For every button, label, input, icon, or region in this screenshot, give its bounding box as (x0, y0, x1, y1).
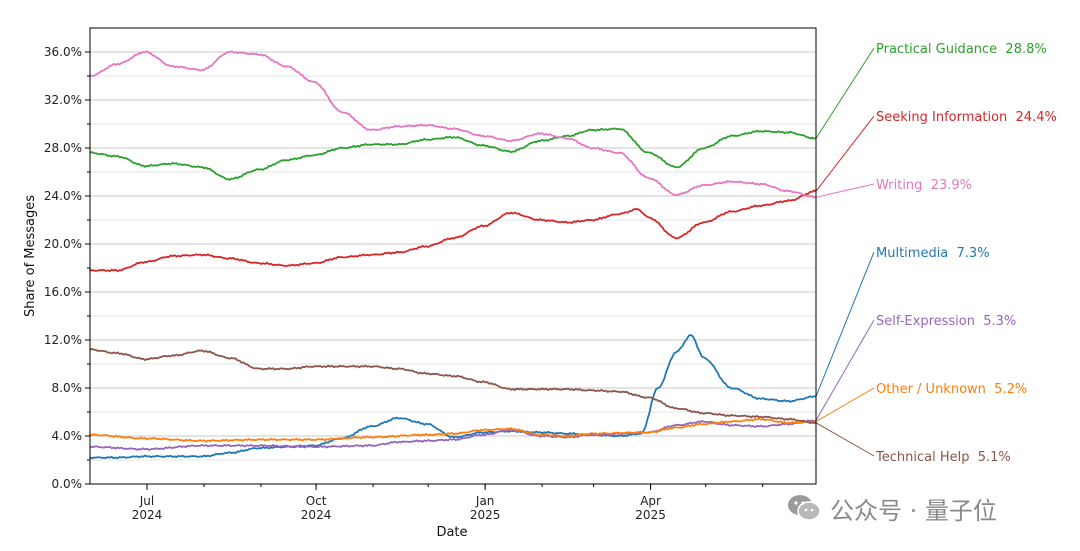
leader-line (815, 115, 875, 192)
leader-line (815, 319, 875, 421)
wechat-icon (788, 495, 821, 521)
y-axis: 0.0% 4.0% 8.0% 12.0% 16.0% 20.0% 24.0% 28.0% 32.… (44, 45, 90, 491)
end-label-writing: Writing 23.9% (876, 178, 972, 193)
leader-line (815, 422, 875, 457)
end-label-other-unknown: Other / Unknown 5.2% (876, 382, 1027, 397)
series-lines (89, 50, 817, 460)
y-tick-label: 4.0% (52, 429, 83, 443)
series-line-practical-guidance (89, 127, 817, 181)
grid-lines (90, 51, 816, 485)
x-tick-year-label: 2025 (635, 508, 666, 522)
watermark-text: 公众号 · 量子位 (830, 496, 997, 525)
series-line-seeking-information (89, 189, 817, 272)
y-tick-label: 28.0% (44, 141, 82, 155)
series-line-writing (89, 50, 817, 199)
end-label-self-expression: Self-Expression 5.3% (876, 314, 1016, 329)
watermark: 公众号 · 量子位 (786, 490, 997, 526)
y-tick-label: 12.0% (44, 333, 82, 347)
leader-line (815, 251, 875, 397)
end-label-seeking-information: Seeking Information 24.4% (876, 110, 1057, 125)
end-label-technical-help: Technical Help 5.1% (875, 450, 1011, 465)
series-line-self-expression (89, 419, 817, 451)
y-tick-label: 0.0% (52, 477, 83, 491)
y-tick-label: 16.0% (44, 285, 82, 299)
y-tick-label: 20.0% (44, 237, 82, 251)
end-labels: Practical Guidance 28.8% Seeking Informat… (875, 42, 1057, 465)
leader-line (815, 47, 875, 139)
series-line-technical-help (89, 347, 817, 425)
y-tick-label: 8.0% (52, 381, 83, 395)
x-tick-label: Apr (640, 494, 661, 508)
x-axis-title: Date (436, 525, 467, 540)
x-tick-year-label: 2025 (470, 508, 501, 522)
x-tick-label: Jul (139, 494, 154, 508)
plot-frame (89, 27, 817, 485)
leader-line (815, 387, 875, 423)
y-tick-label: 24.0% (44, 189, 82, 203)
y-tick-label: 32.0% (44, 93, 82, 107)
series-line-other-unknown (89, 417, 817, 443)
y-axis-title: Share of Messages (23, 195, 38, 317)
x-tick-label: Jan (475, 494, 495, 508)
x-tick-year-label: 2024 (301, 508, 332, 522)
end-label-practical-guidance: Practical Guidance 28.8% (876, 42, 1047, 57)
y-tick-label: 36.0% (44, 45, 82, 59)
x-tick-label: Oct (306, 494, 327, 508)
x-tick-year-label: 2024 (132, 508, 163, 522)
leader-lines (815, 47, 875, 457)
leader-line (815, 183, 875, 198)
end-label-multimedia: Multimedia 7.3% (876, 246, 990, 261)
series-line-multimedia (89, 334, 817, 460)
